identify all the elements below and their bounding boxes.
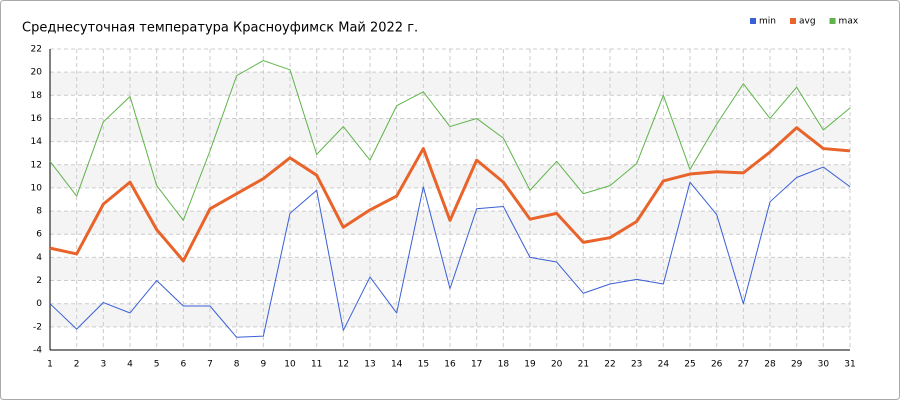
x-tick-label: 18 <box>498 360 510 370</box>
y-tick-label: 20 <box>31 68 43 78</box>
x-tick-label: 12 <box>338 360 349 370</box>
legend-label: max <box>839 17 859 27</box>
x-tick-label: 17 <box>471 360 482 370</box>
y-tick-label: 18 <box>31 91 43 101</box>
x-tick-label: 29 <box>791 360 803 370</box>
y-tick-label: 10 <box>31 183 43 193</box>
y-tick-label: 8 <box>36 207 42 217</box>
y-tick-label: 2 <box>36 276 42 286</box>
y-tick-label: 0 <box>36 299 42 309</box>
x-tick-label: 16 <box>444 360 456 370</box>
x-tick-label: 15 <box>418 360 429 370</box>
y-tick-label: 16 <box>31 114 43 124</box>
line-series <box>49 166 851 338</box>
x-tick-label: 27 <box>738 360 749 370</box>
x-tick-label: 20 <box>551 360 563 370</box>
y-tick-label: 4 <box>36 253 42 263</box>
x-tick-label: 19 <box>524 360 536 370</box>
x-tick-label: 2 <box>74 360 80 370</box>
x-tick-label: 21 <box>578 360 589 370</box>
x-tick-label: 10 <box>284 360 296 370</box>
x-tick-label: 4 <box>127 360 133 370</box>
x-tick-label: 1 <box>47 360 53 370</box>
legend-swatch <box>789 18 796 24</box>
x-tick-label: 9 <box>260 360 266 370</box>
band <box>50 72 850 96</box>
x-tick-label: 3 <box>100 360 106 370</box>
x-tick-label: 25 <box>684 360 695 370</box>
y-tick-label: -4 <box>33 346 42 356</box>
bands <box>50 72 850 327</box>
y-tick-label: -2 <box>33 322 42 332</box>
legend-swatch <box>829 18 836 24</box>
x-tick-label: 24 <box>658 360 670 370</box>
line-series <box>49 60 851 221</box>
x-tick-label: 6 <box>180 360 186 370</box>
x-tick-label: 31 <box>844 360 855 370</box>
x-tick-label: 26 <box>711 360 723 370</box>
band <box>50 118 850 142</box>
x-tick-label: 30 <box>818 360 830 370</box>
legend-label: avg <box>799 17 816 27</box>
x-tick-label: 14 <box>391 360 403 370</box>
y-tick-label: 12 <box>31 160 42 170</box>
x-tick-label: 7 <box>207 360 213 370</box>
legend-label: min <box>759 17 776 27</box>
legend-swatch <box>750 18 756 24</box>
line-series <box>49 126 851 263</box>
chart-title: Среднесуточная температура Красноуфимск … <box>22 21 418 36</box>
x-tick-label: 23 <box>631 360 642 370</box>
x-tick-label: 13 <box>364 360 375 370</box>
x-tick-label: 5 <box>154 360 160 370</box>
y-tick-label: 22 <box>31 45 42 55</box>
x-tick-label: 11 <box>311 360 322 370</box>
x-tick-label: 22 <box>604 360 615 370</box>
band <box>50 211 850 235</box>
x-tick-label: 8 <box>234 360 240 370</box>
x-tick-label: 28 <box>764 360 776 370</box>
y-tick-label: 6 <box>36 230 42 240</box>
y-tick-label: 14 <box>31 137 43 147</box>
